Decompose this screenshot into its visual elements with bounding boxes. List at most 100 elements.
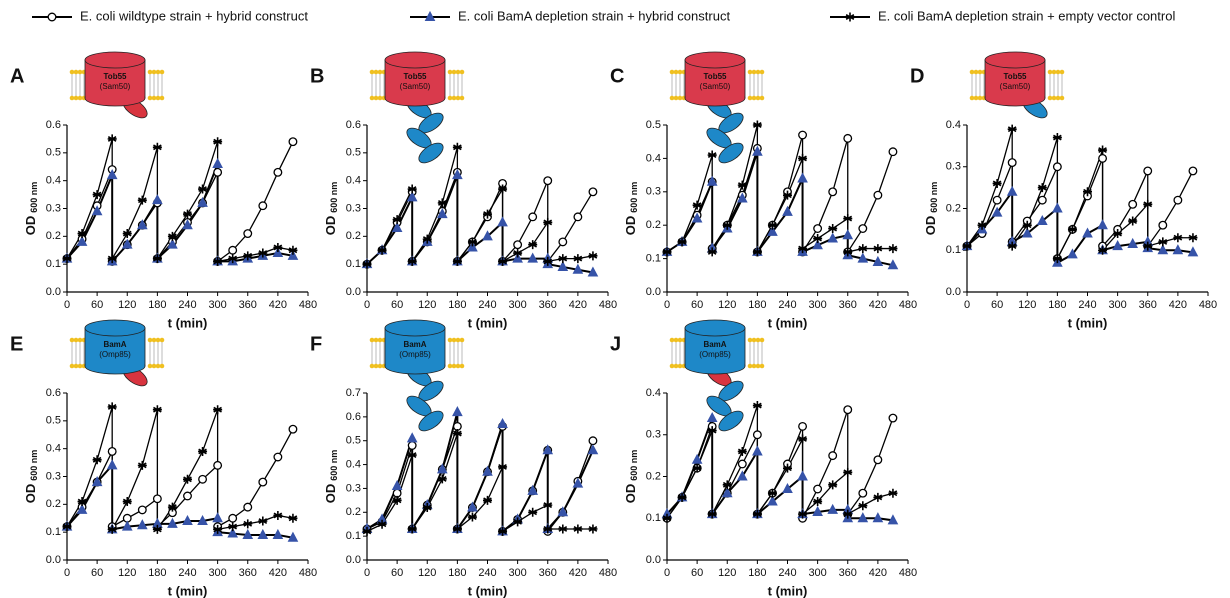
marker-triangle [827,232,839,243]
marker-circle [107,447,117,456]
marker-triangle [76,235,88,246]
marker-star [1007,241,1017,251]
lipid-head [673,363,679,369]
x-tick-label: 360 [839,299,857,311]
marker-circle [1143,166,1153,176]
marker-triangle [706,411,718,423]
y-tick-label: 0.3 [46,470,61,482]
lipid-head [451,95,457,101]
potra-domain [418,142,444,164]
y-tick-label: 0.0 [346,554,361,566]
y-axis-label-sub: 600 nm [29,450,39,481]
marker-circle [243,502,253,512]
x-tick-label: 300 [808,567,826,579]
marker-star [588,251,598,261]
marker-star [1128,216,1138,226]
lipid-head [373,95,379,101]
marker-circle [288,424,298,434]
marker-circle [858,488,868,498]
marker-star [843,214,853,224]
barrel-top [384,51,446,69]
lipid-head [677,337,683,343]
legend-marker [424,10,436,21]
marker-star [288,245,298,255]
marker-triangle [152,194,163,205]
legend-label: E. coli wildtype strain + hybrid constru… [80,8,308,23]
protein-cartoon: BamA(Omp85) [369,319,465,432]
lipid-head [677,95,683,101]
y-tick-label: 0.3 [346,202,361,214]
marker-star [543,256,553,266]
x-tick-label: 360 [239,567,257,579]
legend-marker [47,12,57,22]
lipid-head [377,363,383,369]
lipid-head [755,69,761,75]
lipid-head [69,95,75,101]
marker-star [152,142,162,152]
marker-circle [588,436,598,446]
marker-circle [228,513,238,523]
y-axis-label-main: OD [923,216,938,236]
x-tick-label: 0 [64,299,70,311]
lipid-head [747,337,753,343]
x-tick-label: 420 [1169,299,1187,311]
marker-circle [513,240,523,250]
marker-circle [152,494,162,504]
marker-star [962,241,972,251]
lipid-head [73,95,79,101]
marker-triangle [797,172,808,183]
lipid-head [151,69,157,75]
lipid-head [747,363,753,369]
lipid-head [455,95,461,101]
marker-star [767,220,777,230]
marker-triangle [182,219,193,230]
marker-triangle [136,219,148,230]
marker-star [543,217,553,227]
marker-star [183,209,192,219]
lipid-head [155,95,161,101]
series-line [966,129,1193,259]
y-tick-label: 0.4 [346,175,361,187]
lipid-head [459,95,465,101]
marker-star [573,524,583,534]
legend-marker [845,12,855,22]
lipid-head [755,95,761,101]
y-tick-label: 0.6 [46,387,61,399]
y-tick-label: 0.0 [646,286,661,298]
marker-star [107,402,117,412]
x-tick-label: 480 [299,567,317,579]
y-tick-label: 0.2 [46,230,61,242]
marker-triangle [106,169,118,180]
marker-star [498,256,508,266]
marker-circle [843,405,853,415]
marker-triangle [182,514,193,526]
marker-star [122,229,132,239]
y-tick-label: 0.1 [346,530,361,542]
lipid-head [669,337,675,343]
marker-circle [213,460,223,470]
marker-triangle [691,212,703,223]
x-tick-label: 180 [448,567,466,579]
marker-star [213,524,223,534]
x-axis-label: t (min) [468,315,508,330]
marker-triangle [76,503,88,514]
x-tick-label: 120 [418,299,436,311]
lipid-head [455,363,461,369]
marker-triangle [782,482,793,494]
x-tick-label: 360 [539,567,557,579]
marker-star [452,524,462,534]
lipid-head [759,337,765,343]
x-tick-label: 0 [364,567,370,579]
x-tick-label: 60 [91,567,103,579]
marker-triangle [467,501,478,512]
legend-label: E. coli BamA depletion strain + hybrid c… [458,8,730,23]
marker-triangle [872,512,884,523]
y-tick-label: 0.5 [346,147,361,159]
y-axis-label-sub: 600 nm [629,182,639,213]
x-tick-label: 240 [478,299,496,311]
marker-star [407,524,417,534]
lipid-head [751,69,757,75]
marker-circle [798,130,808,140]
marker-star [498,526,508,536]
lipid-head [69,69,75,75]
